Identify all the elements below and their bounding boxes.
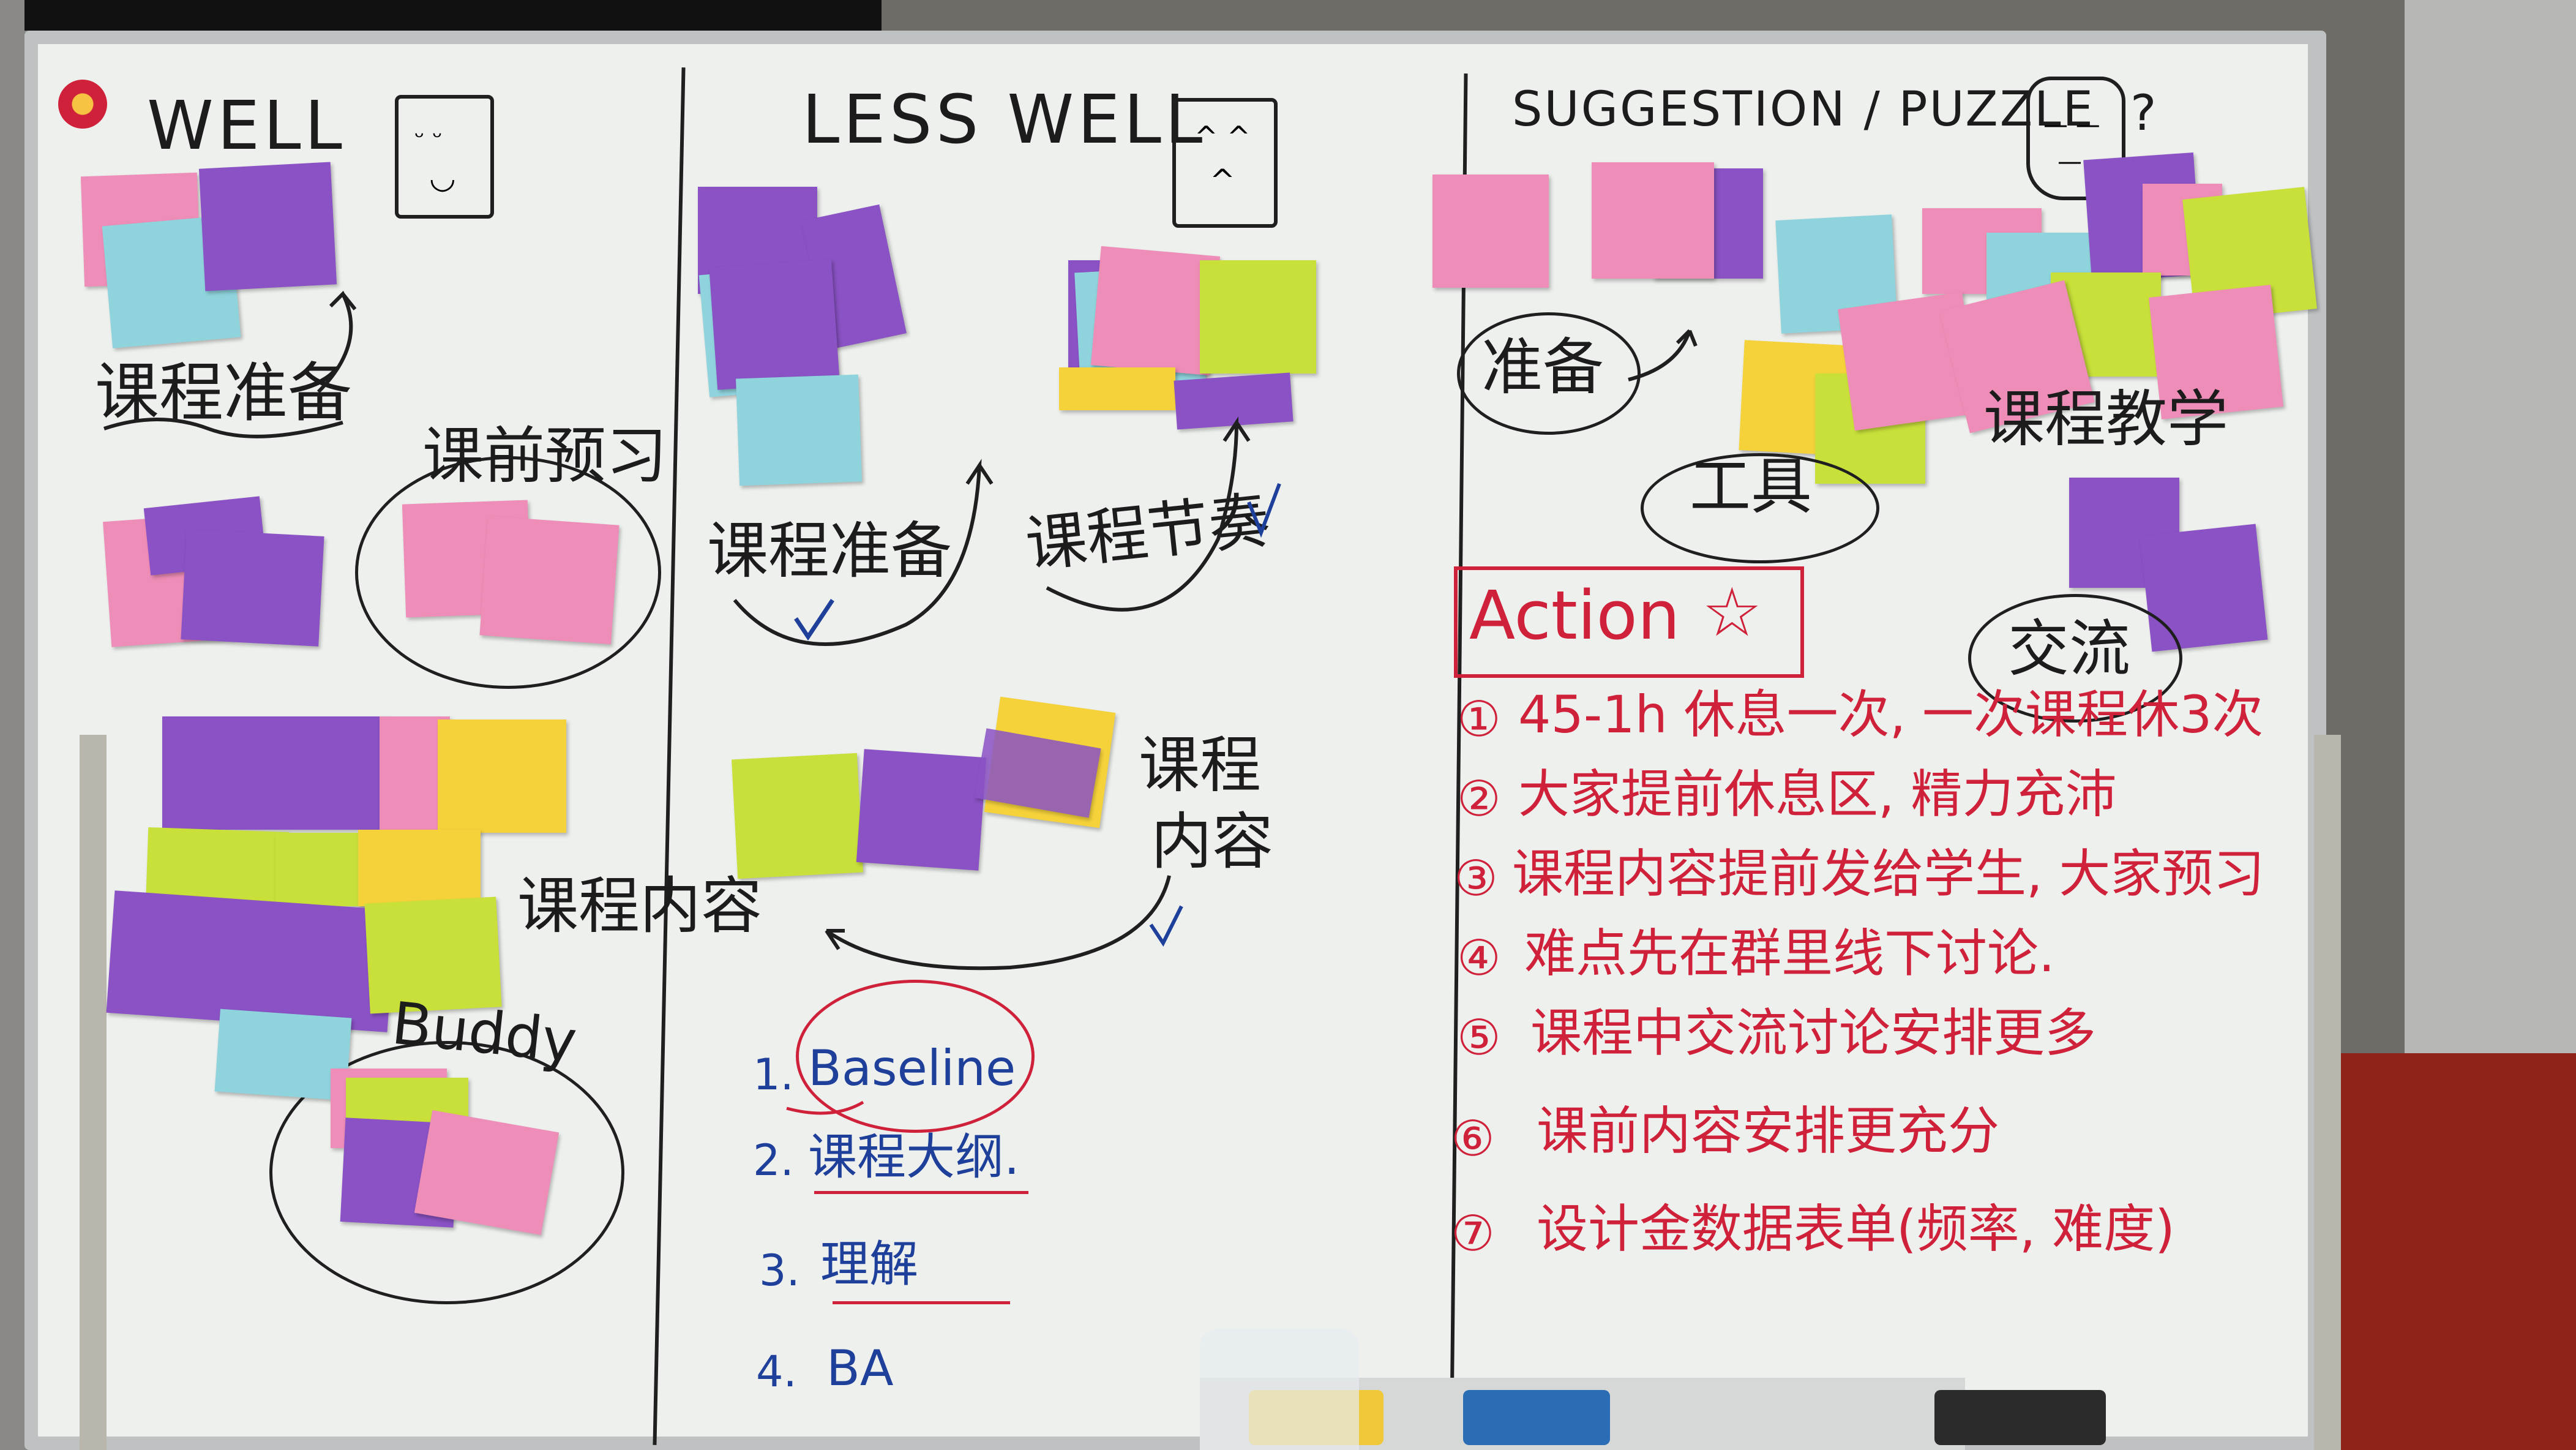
action-number-7: ⑦ <box>1451 1205 1495 1262</box>
list-item-understanding: 理解 <box>820 1236 918 1293</box>
label-suggest-prep: 准备 <box>1481 331 1604 403</box>
list-item-syllabus: 课程大纲. <box>808 1129 1020 1185</box>
action-number-5: ⑤ <box>1457 1009 1501 1066</box>
circle-outline <box>355 456 661 689</box>
sad-face-icon: ^ ^ ^ <box>1172 98 1278 228</box>
label-course: 课程 <box>1139 729 1261 801</box>
action-number-2: ② <box>1457 770 1501 827</box>
action-item-2: 大家提前休息区, 精力充沛 <box>1518 764 2117 824</box>
label-communication: 交流 <box>2008 613 2130 685</box>
eraser[interactable] <box>1934 1390 2106 1445</box>
whiteboard-leg-left <box>80 735 107 1450</box>
smiley-face-icon: ᵕ ᵕ ◡ <box>395 95 494 219</box>
action-number-1: ① <box>1457 691 1501 748</box>
whiteboard-leg-right <box>2314 735 2341 1450</box>
underline <box>833 1301 1010 1304</box>
eraser[interactable] <box>1463 1390 1610 1445</box>
list-item-ba: BA <box>826 1340 894 1397</box>
label-tools: 工具 <box>1690 451 1812 522</box>
action-number-4: ④ <box>1457 930 1501 986</box>
label-preview: 课前预习 <box>422 420 667 492</box>
plastic-bag <box>1200 1329 1359 1450</box>
action-title-box <box>1454 566 1804 678</box>
list-number-3: 3. <box>759 1245 800 1296</box>
label-less-prep: 课程准备 <box>707 515 952 587</box>
list-number-2: 2. <box>753 1135 794 1185</box>
sticky-note <box>1432 175 1549 288</box>
star-icon: ☆ <box>1702 573 1762 652</box>
label-content: 内容 <box>1151 806 1273 877</box>
label-course-content: 课程内容 <box>517 870 762 942</box>
circle-outline <box>1968 594 2182 723</box>
wall-right <box>2405 0 2576 1102</box>
ceiling-shadow <box>24 0 882 31</box>
list-item-baseline: Baseline <box>808 1040 1016 1097</box>
company-logo-icon <box>58 80 107 129</box>
action-item-6: 课前内容安排更充分 <box>1537 1101 2000 1161</box>
circle-baseline <box>796 980 1035 1133</box>
sticky-note <box>275 833 367 906</box>
list-number-4: 4. <box>756 1347 797 1397</box>
sticky-note <box>438 719 566 833</box>
circle-outline <box>1641 453 1879 563</box>
list-number-1: 1. <box>753 1050 794 1100</box>
action-title: Action <box>1469 576 1680 655</box>
action-number-6: ⑥ <box>1451 1110 1495 1167</box>
action-item-7: 设计金数据表单(频率, 难度) <box>1537 1199 2175 1259</box>
action-number-3: ③ <box>1454 850 1498 907</box>
sticky-note <box>1592 162 1714 279</box>
heading-less-well: LESS WELL <box>802 80 1207 159</box>
question-mark: ? <box>2130 85 2157 141</box>
heading-well: WELL <box>147 86 346 165</box>
action-item-1: 45-1h 休息一次, 一次课程休3次 <box>1518 685 2264 745</box>
action-item-5: 课程中交流讨论安排更多 <box>1530 1003 2097 1063</box>
heading-suggestion: SUGGESTION / PUZZLE <box>1512 82 2095 137</box>
circle-outline <box>269 1041 624 1304</box>
action-item-4: 难点先在群里线下讨论. <box>1524 923 2055 983</box>
label-course-teaching: 课程教学 <box>1983 383 2228 455</box>
action-item-3: 课程内容提前发给学生, 大家预习 <box>1512 844 2265 904</box>
circle-outline <box>1457 312 1641 435</box>
neutral-face-icon: — — — <box>2026 77 2125 200</box>
sticky-note <box>1059 367 1175 410</box>
sticky-note <box>358 830 481 906</box>
sticky-note <box>1200 260 1316 374</box>
label-course-prep: 课程准备 <box>95 356 353 430</box>
sticky-note <box>162 716 389 830</box>
underline <box>814 1191 1028 1194</box>
